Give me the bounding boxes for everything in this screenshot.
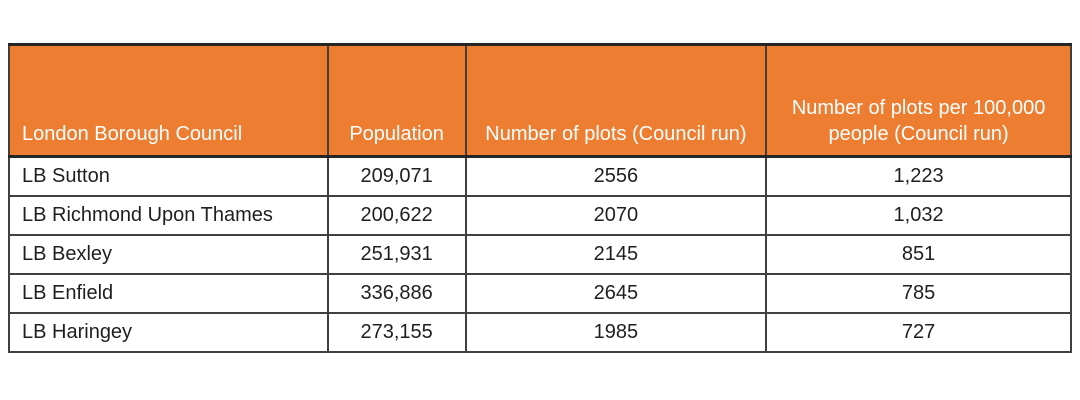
table-row: LB Richmond Upon Thames 200,622 2070 1,0… <box>8 194 1072 236</box>
table-container: London Borough Council Population Number… <box>8 43 1072 353</box>
cell-plots: 2145 <box>464 233 768 275</box>
header-row: London Borough Council Population Number… <box>8 43 1072 158</box>
column-header-plots-council-run: Number of plots (Council run) <box>464 43 768 158</box>
table-row: LB Sutton 209,071 2556 1,223 <box>8 155 1072 197</box>
cell-plots-per-100k: 785 <box>765 272 1072 314</box>
cell-council: LB Haringey <box>8 311 329 353</box>
cell-population: 251,931 <box>326 233 467 275</box>
column-header-plots-per-100k: Number of plots per 100,000 people (Coun… <box>765 43 1072 158</box>
table-row: LB Bexley 251,931 2145 851 <box>8 233 1072 275</box>
table-row: LB Enfield 336,886 2645 785 <box>8 272 1072 314</box>
cell-plots-per-100k: 851 <box>765 233 1072 275</box>
cell-council: LB Sutton <box>8 155 329 197</box>
table-row: LB Haringey 273,155 1985 727 <box>8 311 1072 353</box>
cell-plots: 2070 <box>464 194 768 236</box>
cell-population: 273,155 <box>326 311 467 353</box>
cell-plots: 2556 <box>464 155 768 197</box>
column-header-council: London Borough Council <box>8 43 329 158</box>
cell-population: 336,886 <box>326 272 467 314</box>
cell-population: 209,071 <box>326 155 467 197</box>
cell-council: LB Enfield <box>8 272 329 314</box>
cell-population: 200,622 <box>326 194 467 236</box>
cell-council: LB Bexley <box>8 233 329 275</box>
cell-plots-per-100k: 1,032 <box>765 194 1072 236</box>
cell-plots: 1985 <box>464 311 768 353</box>
table-body: LB Sutton 209,071 2556 1,223 LB Richmond… <box>8 155 1072 353</box>
column-header-population: Population <box>326 43 467 158</box>
cell-plots-per-100k: 727 <box>765 311 1072 353</box>
allotments-table: London Borough Council Population Number… <box>8 43 1072 353</box>
cell-plots: 2645 <box>464 272 768 314</box>
cell-plots-per-100k: 1,223 <box>765 155 1072 197</box>
cell-council: LB Richmond Upon Thames <box>8 194 329 236</box>
table-header: London Borough Council Population Number… <box>8 43 1072 158</box>
